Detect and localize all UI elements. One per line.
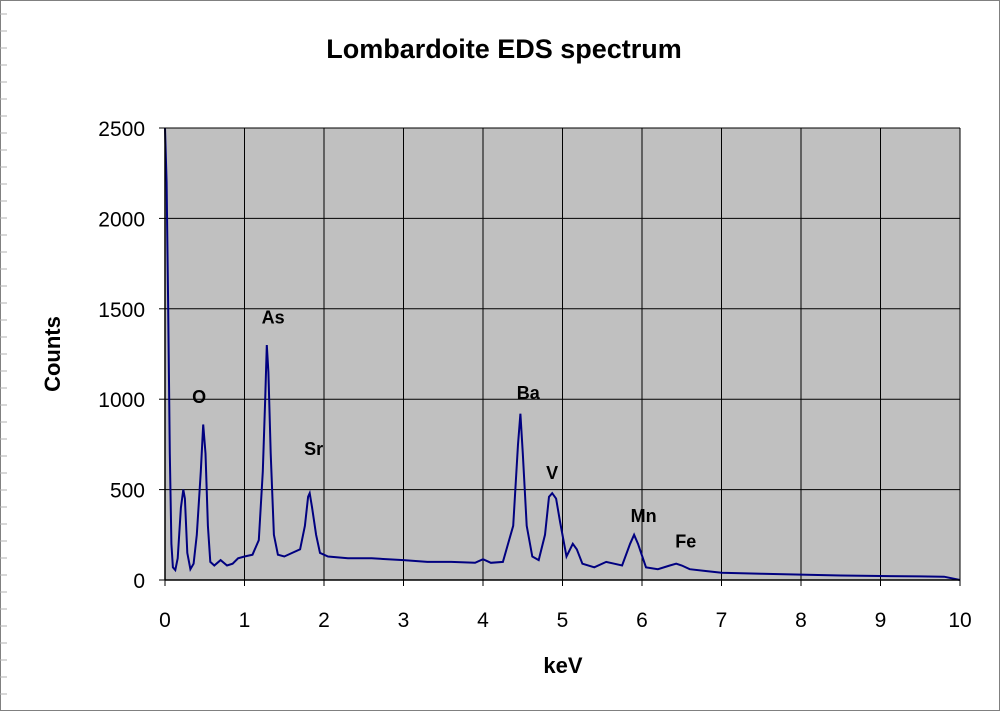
y-tick-label: 500 xyxy=(110,480,145,503)
left-edge-marks xyxy=(0,13,7,695)
y-tick-label: 2500 xyxy=(98,118,145,141)
peak-label: Mn xyxy=(631,506,657,526)
x-tick-label: 10 xyxy=(948,609,971,632)
chart-title: Lombardoite EDS spectrum xyxy=(326,34,682,64)
x-tick-label: 2 xyxy=(318,609,330,632)
peak-labels: O As Sr Ba V Mn Fe xyxy=(192,307,696,551)
x-tick-label: 9 xyxy=(875,609,887,632)
y-tick-label: 0 xyxy=(133,570,145,593)
x-tick-label: 7 xyxy=(716,609,728,632)
peak-label: Ba xyxy=(517,383,541,403)
spectrum-line xyxy=(164,127,961,581)
grid xyxy=(165,127,961,580)
y-tick-label: 2000 xyxy=(98,208,145,231)
y-axis-title: Counts xyxy=(40,316,65,392)
x-tick-label: 6 xyxy=(636,609,648,632)
x-tick-label: 4 xyxy=(477,609,489,632)
y-tick-label: 1000 xyxy=(98,389,145,412)
x-tick-label: 8 xyxy=(795,609,807,632)
x-axis-title: keV xyxy=(543,653,582,678)
x-tick-label: 1 xyxy=(239,609,251,632)
tick-labels: 0 1 2 3 4 5 6 7 8 9 10 0 500 1000 1500 2000 2500 xyxy=(98,118,971,632)
peak-label: As xyxy=(262,307,285,327)
peak-label: V xyxy=(546,463,558,483)
x-tick-label: 3 xyxy=(398,609,410,632)
peak-label: Fe xyxy=(675,531,696,551)
peak-label: Sr xyxy=(304,439,323,459)
x-tick-label: 5 xyxy=(557,609,569,632)
x-tick-label: 0 xyxy=(159,609,171,632)
peak-label: O xyxy=(192,387,206,407)
y-tick-label: 1500 xyxy=(98,299,145,322)
